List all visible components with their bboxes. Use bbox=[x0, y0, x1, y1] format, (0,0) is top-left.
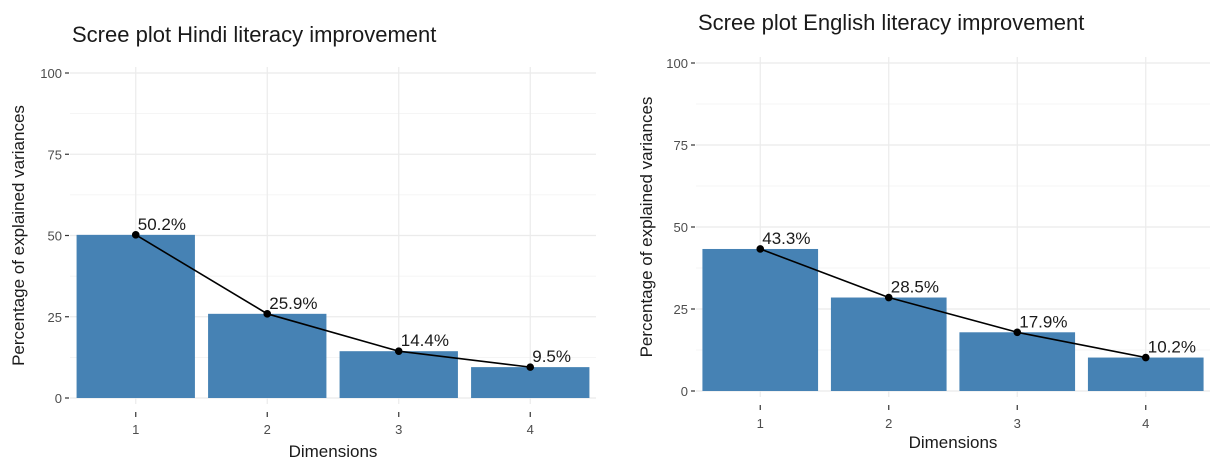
chart-hindi: Scree plot Hindi literacy improvement025… bbox=[9, 22, 596, 460]
bar bbox=[702, 248, 819, 391]
x-tick-label: 1 bbox=[132, 422, 139, 437]
x-tick-label: 1 bbox=[757, 416, 764, 431]
chart-title: Scree plot Hindi literacy improvement bbox=[72, 22, 436, 47]
scree-plot-english: Scree plot English literacy improvement 0… bbox=[620, 0, 1221, 460]
data-point bbox=[263, 310, 272, 318]
y-tick-label: 75 bbox=[674, 138, 688, 153]
data-point bbox=[526, 363, 535, 371]
data-label: 50.2% bbox=[138, 215, 186, 234]
bar bbox=[208, 313, 327, 398]
bar bbox=[830, 297, 947, 391]
y-tick-label: 25 bbox=[674, 302, 688, 317]
data-label: 25.9% bbox=[269, 294, 317, 313]
bar bbox=[76, 234, 195, 398]
y-tick-label: 75 bbox=[48, 147, 62, 162]
x-axis-title: Dimensions bbox=[289, 442, 378, 460]
x-tick-label: 3 bbox=[395, 422, 402, 437]
y-tick-label: 100 bbox=[666, 56, 688, 71]
bar bbox=[339, 351, 458, 398]
data-label: 10.2% bbox=[1148, 338, 1196, 357]
y-tick-label: 0 bbox=[55, 391, 62, 406]
data-point bbox=[394, 347, 403, 356]
data-point bbox=[756, 245, 765, 253]
x-tick-label: 2 bbox=[264, 422, 271, 437]
y-tick-label: 0 bbox=[681, 384, 688, 399]
y-axis-title: Percentage of explained variances bbox=[637, 97, 656, 358]
bar bbox=[1087, 357, 1204, 391]
chart-english: Scree plot English literacy improvement 0… bbox=[637, 10, 1210, 452]
y-tick-label: 100 bbox=[40, 66, 62, 81]
data-point bbox=[1013, 328, 1022, 337]
data-label: 17.9% bbox=[1019, 312, 1067, 331]
trend-line bbox=[759, 248, 1146, 359]
bar bbox=[471, 367, 590, 398]
data-point bbox=[1141, 353, 1150, 362]
bar bbox=[959, 332, 1076, 391]
data-point bbox=[884, 293, 893, 302]
data-point bbox=[131, 231, 140, 239]
x-tick-label: 4 bbox=[527, 422, 534, 437]
x-tick-label: 2 bbox=[885, 416, 892, 431]
y-tick-label: 50 bbox=[48, 229, 62, 244]
y-tick-label: 50 bbox=[674, 220, 688, 235]
x-tick-label: 3 bbox=[1014, 416, 1021, 431]
data-label: 43.3% bbox=[762, 229, 810, 248]
trend-line bbox=[135, 234, 531, 368]
y-tick-label: 25 bbox=[48, 310, 62, 325]
data-label: 28.5% bbox=[891, 278, 939, 297]
chart-title: Scree plot English literacy improvement bbox=[698, 10, 1084, 35]
x-tick-label: 4 bbox=[1142, 416, 1149, 431]
data-label: 14.4% bbox=[401, 331, 449, 350]
y-axis-title: Percentage of explained variances bbox=[9, 105, 28, 366]
x-axis-title: Dimensions bbox=[909, 433, 998, 452]
data-label: 9.5% bbox=[532, 347, 571, 366]
scree-plot-hindi: Scree plot Hindi literacy improvement 0 25… bbox=[0, 0, 610, 460]
